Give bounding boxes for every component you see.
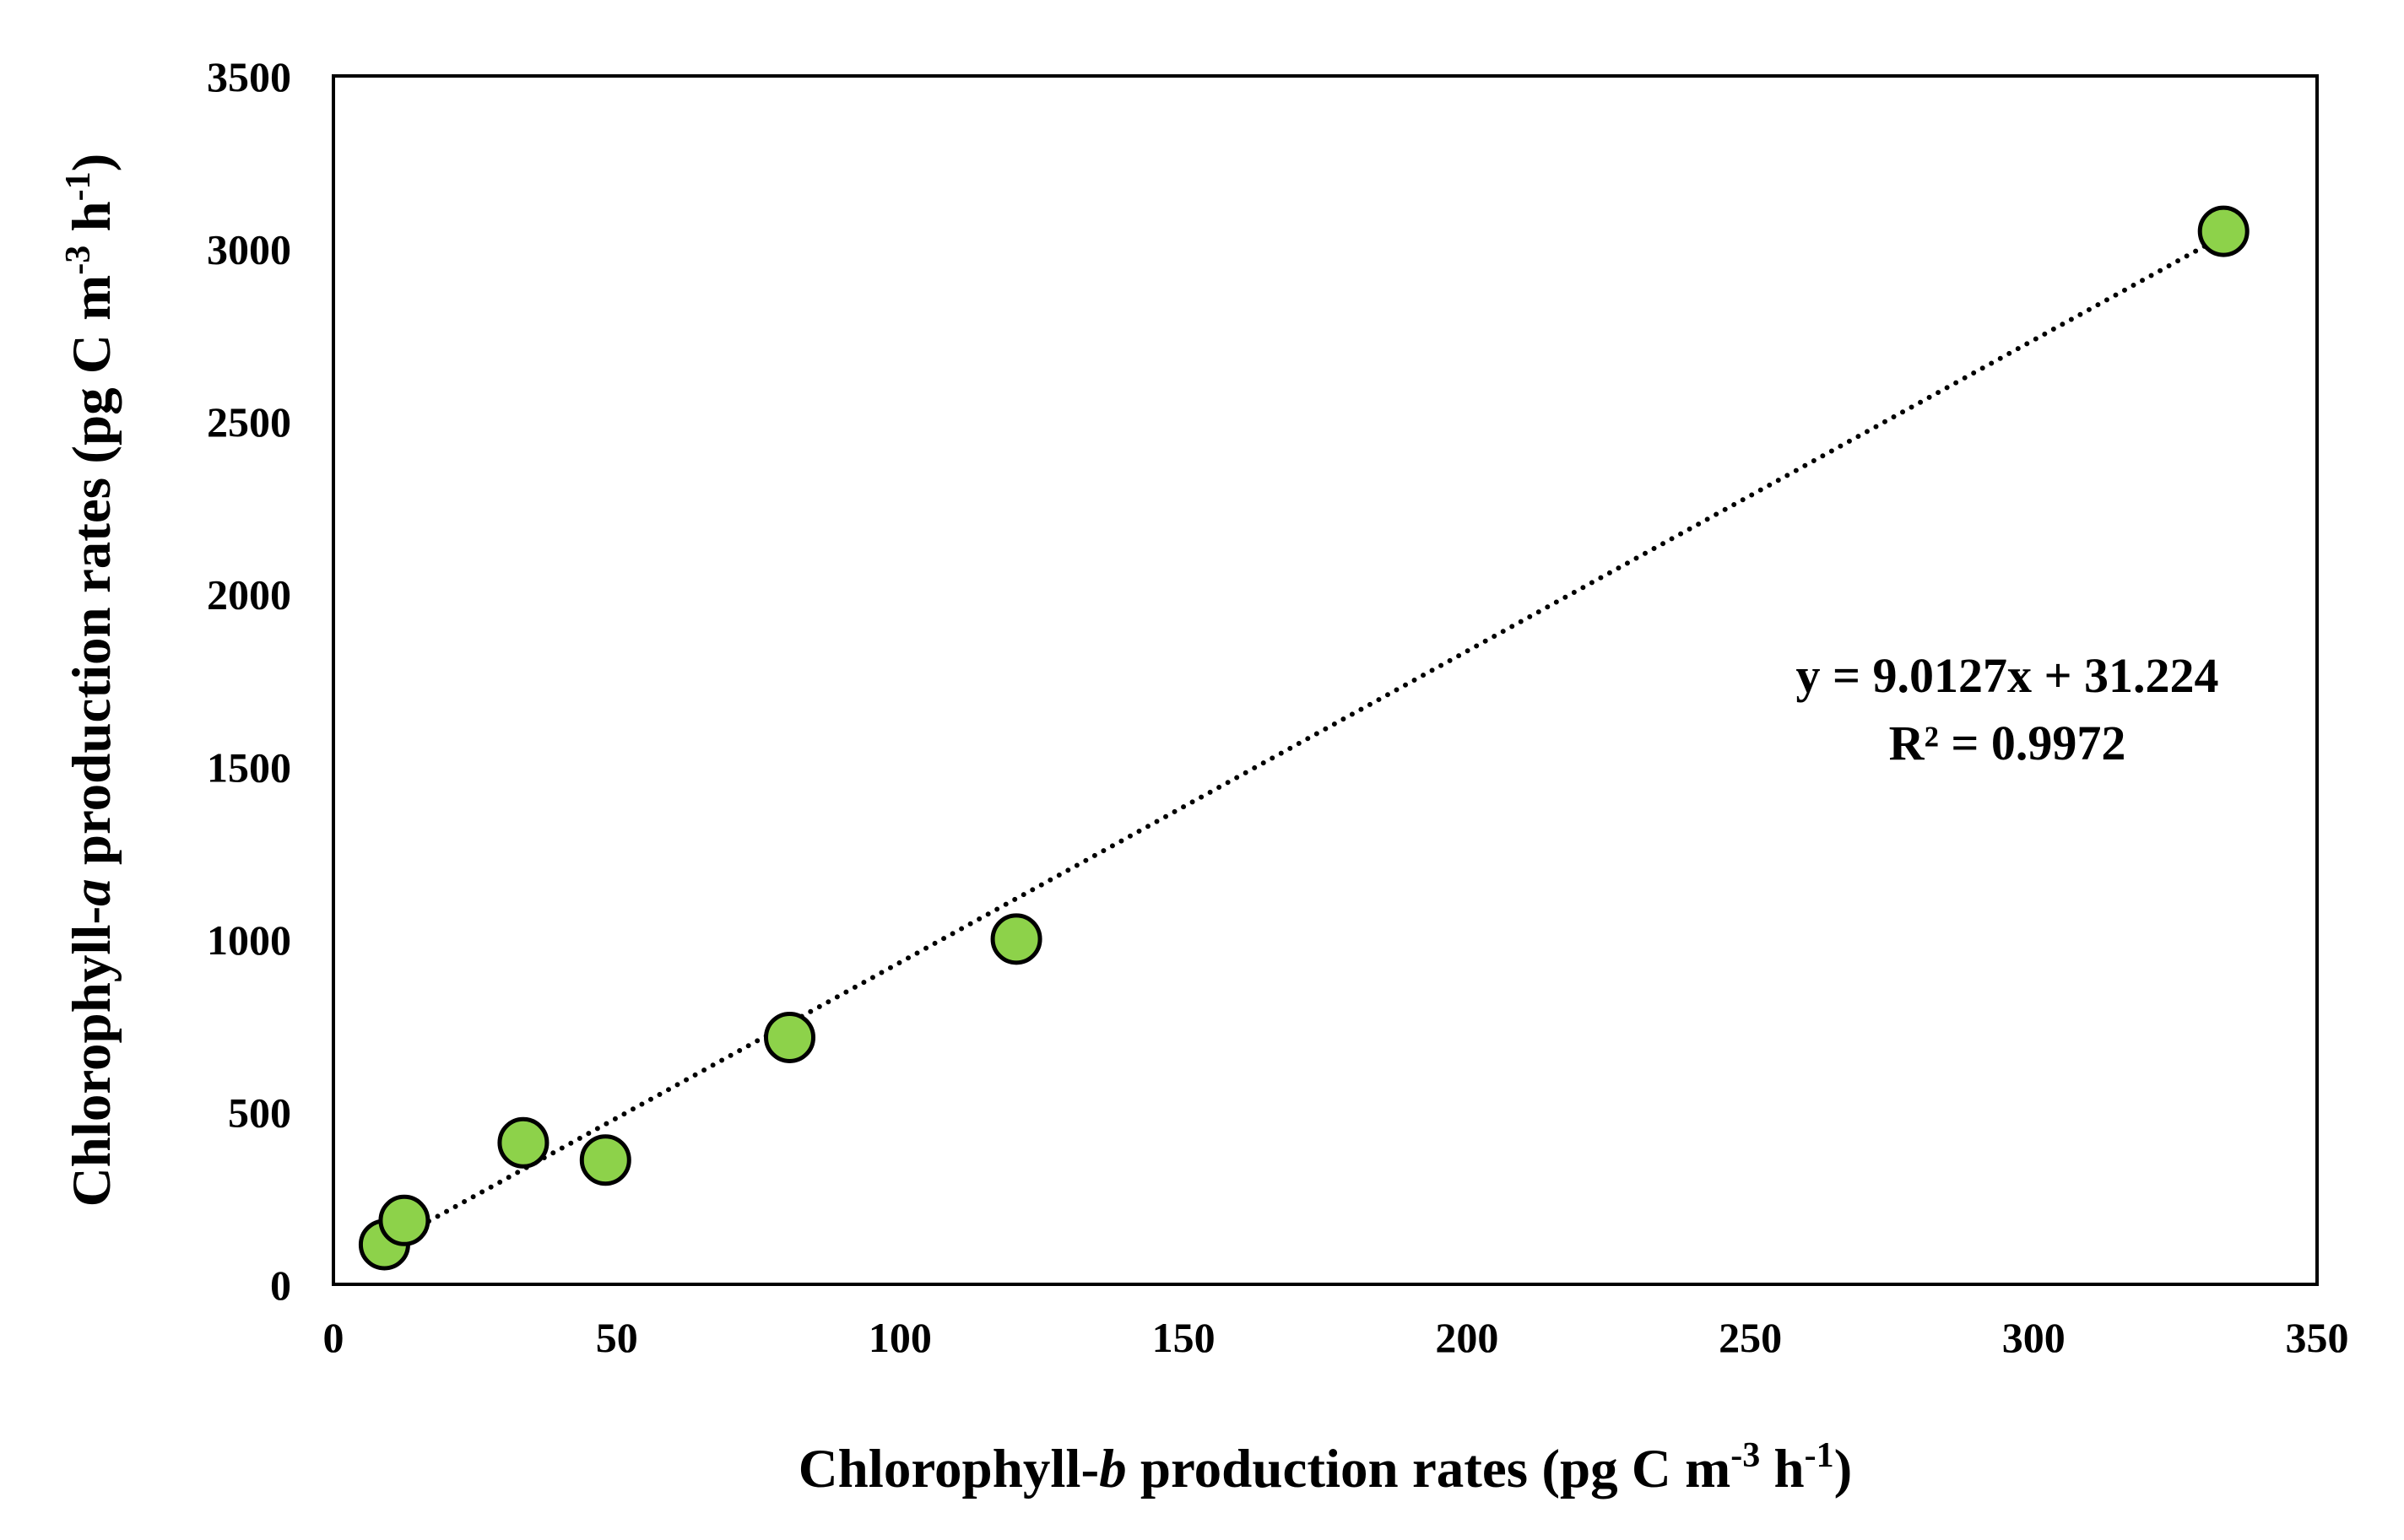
data-point bbox=[378, 1194, 430, 1246]
y-tick-label: 2000 bbox=[207, 571, 291, 619]
x-tick-label: 50 bbox=[596, 1314, 638, 1361]
trendline-r-squared: R² = 0.9972 bbox=[1889, 716, 2126, 770]
y-tick-label: 3000 bbox=[207, 226, 291, 273]
x-tick-label: 350 bbox=[2286, 1314, 2349, 1361]
data-point bbox=[2197, 205, 2250, 257]
text-layer: y = 9.0127x + 31.224 R² = 0.9972 0 50 100 1… bbox=[59, 53, 2349, 1499]
data-points bbox=[358, 205, 2250, 1271]
plot-area-frame bbox=[332, 74, 2319, 1286]
plot-layer bbox=[332, 74, 2319, 1286]
x-tick-label: 250 bbox=[1719, 1314, 1782, 1361]
x-tick-label: 300 bbox=[2002, 1314, 2066, 1361]
y-tick-label: 2500 bbox=[207, 398, 291, 446]
y-tick-label: 3500 bbox=[207, 53, 291, 100]
x-axis-title: Chlorophyll-b production rates (pg C m-3… bbox=[799, 1436, 1853, 1499]
y-tick-label: 0 bbox=[270, 1262, 291, 1309]
x-tick-label: 150 bbox=[1152, 1314, 1216, 1361]
x-tick-label: 0 bbox=[323, 1314, 344, 1361]
trendline-equation: y = 9.0127x + 31.224 bbox=[1795, 648, 2218, 703]
y-axis-title: Chlorophyll-a production rates (pg C m-3… bbox=[59, 154, 122, 1208]
y-tick-label: 1500 bbox=[207, 743, 291, 791]
data-point bbox=[497, 1116, 550, 1169]
x-tick-label: 100 bbox=[869, 1314, 932, 1361]
data-point bbox=[764, 1011, 815, 1063]
data-point bbox=[990, 913, 1042, 965]
data-point bbox=[579, 1134, 631, 1186]
x-tick-label: 200 bbox=[1435, 1314, 1498, 1361]
y-tick-label: 1000 bbox=[207, 916, 291, 964]
y-tick-label: 500 bbox=[228, 1089, 291, 1136]
